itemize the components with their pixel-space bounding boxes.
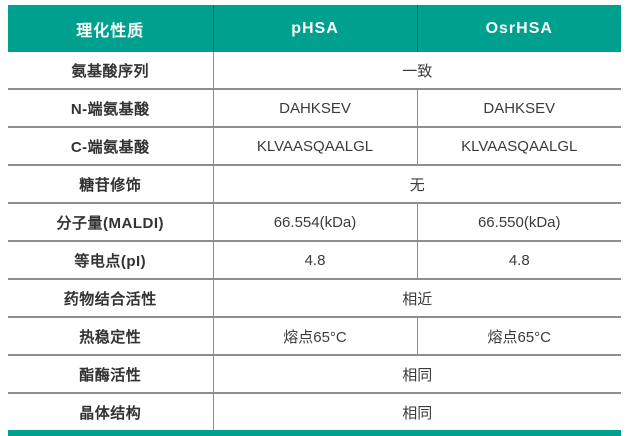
- osrhsa-value-cell: KLVAASQAALGL: [416, 126, 621, 165]
- row-label-cell: 糖苷修饰: [8, 164, 213, 203]
- header-row: 理化性质 pHSA OsrHSA: [8, 5, 621, 52]
- row-label-cell: 晶体结构: [8, 392, 213, 433]
- phsa-value-cell: 4.8: [212, 240, 417, 279]
- table-row-isoelectric-point: 等电点(pI) 4.8 4.8: [8, 240, 621, 279]
- table-header: 理化性质 pHSA OsrHSA: [8, 5, 621, 52]
- row-label-cell: 药物结合活性: [8, 278, 213, 317]
- row-label-cell: 热稳定性: [8, 316, 213, 355]
- row-label-cell: 等电点(pI): [8, 240, 213, 279]
- table-row-molecular-weight: 分子量(MALDI) 66.554(kDa) 66.550(kDa): [8, 202, 621, 241]
- merged-value-cell: 相近: [212, 278, 621, 317]
- row-label-cell: C-端氨基酸: [8, 126, 213, 165]
- physicochemical-comparison-table: 理化性质 pHSA OsrHSA 氨基酸序列 一致 N-端氨基酸 DAHKSEV…: [8, 5, 621, 436]
- merged-value-cell: 相同: [212, 392, 621, 433]
- table-body: 氨基酸序列 一致 N-端氨基酸 DAHKSEV DAHKSEV C-端氨基酸 K…: [8, 52, 621, 433]
- osrhsa-value-cell: 66.550(kDa): [416, 202, 621, 241]
- column-header-property: 理化性质: [8, 5, 213, 52]
- row-label-cell: 氨基酸序列: [8, 52, 213, 89]
- row-label-cell: 分子量(MALDI): [8, 202, 213, 241]
- table-row-n-terminal: N-端氨基酸 DAHKSEV DAHKSEV: [8, 88, 621, 127]
- table-row-crystal-structure: 晶体结构 相同: [8, 392, 621, 433]
- merged-value-cell: 无: [212, 164, 621, 203]
- merged-value-cell: 一致: [212, 52, 621, 89]
- phsa-value-cell: KLVAASQAALGL: [212, 126, 417, 165]
- osrhsa-value-cell: 熔点65°C: [416, 316, 621, 355]
- merged-value-cell: 相同: [212, 354, 621, 393]
- osrhsa-value-cell: DAHKSEV: [416, 88, 621, 127]
- column-header-phsa: pHSA: [212, 5, 417, 52]
- table-row-thermal-stability: 热稳定性 熔点65°C 熔点65°C: [8, 316, 621, 355]
- phsa-value-cell: 熔点65°C: [212, 316, 417, 355]
- table-row-glycosylation: 糖苷修饰 无: [8, 164, 621, 203]
- osrhsa-value-cell: 4.8: [416, 240, 621, 279]
- table-row-drug-binding: 药物结合活性 相近: [8, 278, 621, 317]
- table-row-c-terminal: C-端氨基酸 KLVAASQAALGL KLVAASQAALGL: [8, 126, 621, 165]
- column-header-osrhsa: OsrHSA: [416, 5, 621, 52]
- phsa-value-cell: 66.554(kDa): [212, 202, 417, 241]
- row-label-cell: N-端氨基酸: [8, 88, 213, 127]
- table-row-amino-acid-sequence: 氨基酸序列 一致: [8, 52, 621, 89]
- phsa-value-cell: DAHKSEV: [212, 88, 417, 127]
- row-label-cell: 酯酶活性: [8, 354, 213, 393]
- table-row-esterase-activity: 酯酶活性 相同: [8, 354, 621, 393]
